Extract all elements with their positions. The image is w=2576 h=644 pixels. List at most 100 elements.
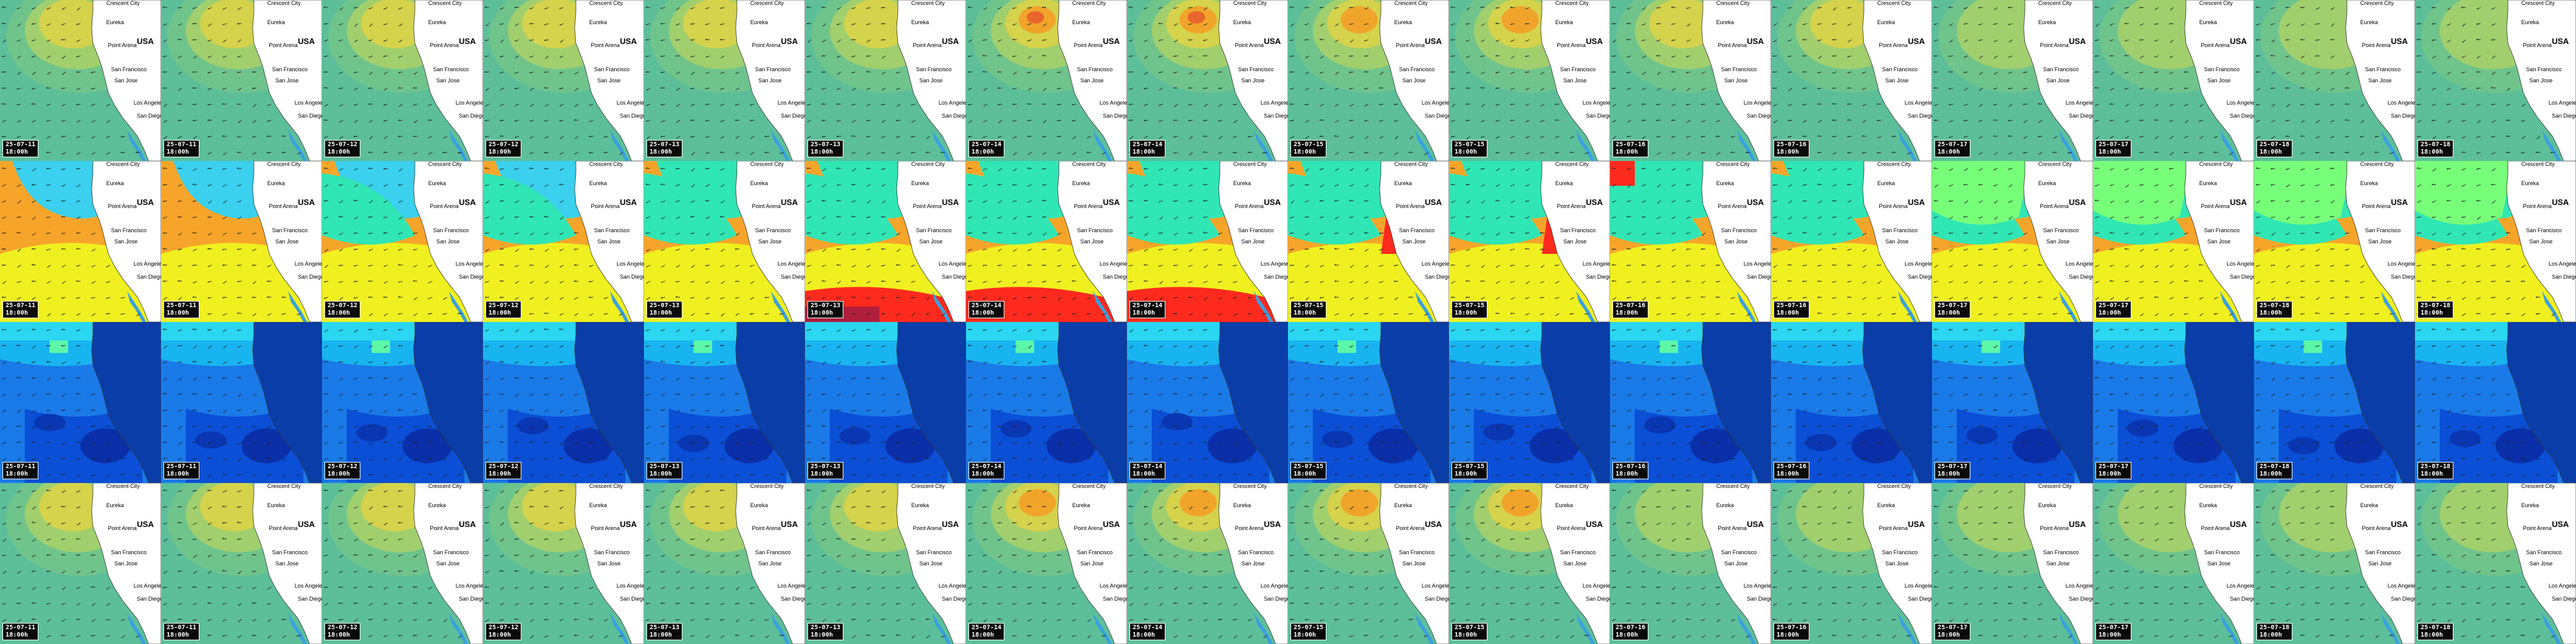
timestamp-time: 18:00h [1938, 310, 1960, 316]
place-label: Eureka [2199, 502, 2217, 509]
place-label: Crescent City [1394, 161, 1428, 167]
country-label-usa: USA [1425, 520, 1442, 529]
place-label: San Jose [2046, 77, 2070, 84]
place-label: San Jose [1563, 238, 1587, 245]
place-label: San Francisco [1560, 66, 1596, 72]
place-label: San Diego [2230, 596, 2254, 602]
place-label: San Diego [137, 113, 161, 119]
timestamp-date: 25-07-16 [1777, 141, 1807, 148]
place-label: Los Angeles [2387, 583, 2415, 590]
place-label: Point Arena [1718, 524, 1747, 531]
timestamp-date: 25-07-18 [2421, 141, 2451, 148]
timestamp-time: 18:00h [2421, 632, 2443, 638]
place-label: Los Angeles [1260, 261, 1288, 268]
place-label: Crescent City [428, 161, 462, 167]
place-label: Eureka [2038, 19, 2056, 26]
place-label: Crescent City [911, 483, 945, 489]
map-field [1610, 483, 1771, 644]
place-label: San Francisco [916, 549, 952, 555]
timestamp-time: 18:00h [328, 149, 350, 155]
place-label: San Diego [1425, 113, 1449, 119]
map-panel-wind-speed: Crescent City Eureka Point Arena San Franci… [805, 0, 966, 161]
map-field [483, 161, 644, 322]
timestamp-date: 25-07-16 [1777, 624, 1807, 631]
timestamp-date: 25-07-11 [6, 624, 36, 631]
place-label: Los Angeles [1904, 583, 1932, 590]
map-panel-gust: Crescent City Eureka Point Arena San Franci… [644, 483, 805, 644]
place-label: Los Angeles [133, 261, 161, 268]
place-label: Eureka [2038, 502, 2056, 509]
place-label: Los Angeles [2226, 261, 2254, 268]
map-field [644, 322, 805, 483]
place-label: Crescent City [1716, 483, 1750, 489]
place-label: San Jose [919, 560, 943, 567]
place-label: San Jose [758, 560, 782, 567]
map-field [1932, 0, 2093, 161]
map-field [966, 483, 1127, 644]
place-label: Crescent City [911, 0, 945, 6]
timestamp-date: 25-07-11 [6, 141, 36, 148]
timestamp-time: 18:00h [1938, 149, 1960, 155]
timestamp-date: 25-07-18 [2421, 624, 2451, 631]
country-label-usa: USA [298, 198, 315, 207]
place-label: Crescent City [1072, 483, 1106, 489]
map-panel-wind-speed: Crescent City Eureka Point Arena San Franci… [1610, 0, 1771, 161]
map-panel-wind-speed: Crescent City Eureka Point Arena San Franci… [1288, 0, 1449, 161]
timestamp-badge: 25-07-18 18:00h [2256, 462, 2293, 479]
timestamp-badge: 25-07-18 18:00h [2256, 623, 2293, 640]
place-label: San Jose [275, 560, 299, 567]
map-field [2254, 161, 2415, 322]
place-label: Eureka [2521, 180, 2539, 187]
place-label: Eureka [1072, 502, 1090, 509]
place-label: Eureka [2199, 19, 2217, 26]
map-panel-wave-period: Crescent City Eureka Point Arena San Franci… [966, 161, 1127, 322]
map-field [2254, 0, 2415, 161]
place-label: Crescent City [589, 483, 623, 489]
map-field [805, 161, 966, 322]
place-label: San Jose [2046, 560, 2070, 567]
place-label: Los Angeles [2387, 261, 2415, 268]
timestamp-time: 18:00h [1294, 632, 1316, 638]
timestamp-date: 25-07-11 [6, 302, 36, 309]
place-label: San Jose [114, 560, 138, 567]
place-label: Crescent City [1394, 0, 1428, 6]
timestamp-time: 18:00h [972, 471, 994, 477]
place-label: San Francisco [1721, 227, 1757, 233]
place-label: San Diego [2069, 596, 2093, 602]
place-label: Point Arena [2523, 41, 2552, 48]
timestamp-time: 18:00h [2099, 632, 2121, 638]
place-label: San Diego [1586, 274, 1610, 280]
country-label-usa: USA [2069, 198, 2086, 207]
place-label: Eureka [1072, 180, 1090, 187]
place-label: San Diego [781, 113, 805, 119]
timestamp-date: 25-07-18 [2421, 463, 2451, 470]
place-label: Point Arena [2523, 202, 2552, 209]
place-label: San Jose [1885, 238, 1909, 245]
place-label: San Francisco [2204, 66, 2240, 72]
place-label: Point Arena [591, 202, 620, 209]
timestamp-time: 18:00h [2260, 632, 2282, 638]
timestamp-time: 18:00h [1455, 471, 1477, 477]
timestamp-time: 18:00h [1133, 310, 1155, 316]
place-label: Eureka [1877, 19, 1895, 26]
timestamp-time: 18:00h [1777, 310, 1799, 316]
timestamp-date: 25-07-14 [1133, 463, 1163, 470]
map-field [1771, 161, 1932, 322]
map-panel-wave-height: 25-07-18 18:00h [2254, 322, 2415, 483]
place-label: San Jose [2529, 238, 2553, 245]
map-field [2254, 322, 2415, 483]
place-label: Point Arena [1074, 41, 1103, 48]
map-panel-gust: Crescent City Eureka Point Arena San Franci… [1610, 483, 1771, 644]
place-label: San Francisco [916, 227, 952, 233]
place-label: Point Arena [430, 41, 459, 48]
map-field [0, 161, 161, 322]
map-panel-gust: Crescent City Eureka Point Arena San Franci… [2093, 483, 2254, 644]
timestamp-badge: 25-07-17 18:00h [1934, 623, 1971, 640]
place-label: Los Angeles [1421, 100, 1449, 107]
map-field [1610, 161, 1771, 322]
timestamp-time: 18:00h [167, 310, 189, 316]
map-field [1127, 483, 1288, 644]
place-label: Eureka [911, 502, 929, 509]
place-label: Point Arena [1557, 524, 1586, 531]
